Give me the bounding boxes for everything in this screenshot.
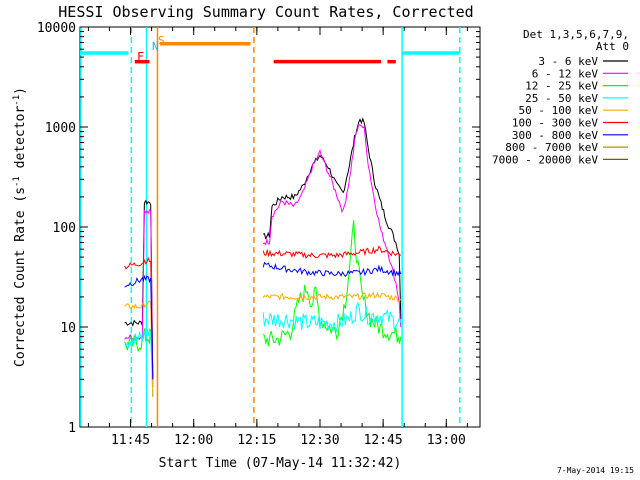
flag-label-s: S bbox=[158, 34, 165, 47]
flag-bars bbox=[80, 41, 459, 64]
y-axis-label: Corrected Count Rate (s-1 detector-1) bbox=[12, 87, 28, 367]
series-line-1 bbox=[124, 208, 154, 388]
legend-label: 100 - 300 keV bbox=[512, 117, 598, 130]
series-line-5 bbox=[262, 245, 402, 260]
flag-label-f: F bbox=[137, 50, 144, 64]
x-axis-label: Start Time (07-May-14 11:32:42) bbox=[159, 456, 402, 471]
y-tick-label: 10 bbox=[60, 321, 76, 336]
series-line-3 bbox=[124, 326, 154, 397]
plot-frame bbox=[79, 26, 481, 428]
series-line-2 bbox=[262, 220, 402, 347]
legend-label: 3 - 6 keV bbox=[538, 55, 598, 68]
legend-header-line1: Det 1,3,5,6,7,9, bbox=[523, 28, 629, 41]
y-tick-label: 1000 bbox=[45, 121, 76, 136]
legend-label: 6 - 12 keV bbox=[532, 67, 599, 80]
y-axis-ticks: 1 10 100 1000 10000 bbox=[37, 21, 480, 436]
y-tick-label: 10000 bbox=[37, 21, 76, 36]
series-line-6 bbox=[262, 261, 402, 278]
series-line-4 bbox=[262, 291, 402, 303]
legend-label: 50 - 100 keV bbox=[519, 104, 599, 117]
x-tick-label: 12:15 bbox=[237, 433, 276, 448]
series-line-0 bbox=[263, 117, 402, 320]
footer-date: 7-May-2014 19:15 bbox=[557, 466, 634, 475]
legend-header-line2: Att 0 bbox=[596, 40, 629, 53]
vertical-markers bbox=[80, 27, 461, 427]
legend-label: 12 - 25 keV bbox=[525, 80, 598, 93]
series-lines bbox=[124, 117, 402, 397]
series-line-4 bbox=[124, 300, 154, 397]
series-line-1 bbox=[262, 124, 402, 328]
legend-label: 7000 - 20000 keV bbox=[492, 153, 598, 166]
x-tick-label: 12:30 bbox=[300, 433, 339, 448]
flag-label-n: N bbox=[152, 40, 159, 53]
x-tick-label: 11:45 bbox=[111, 433, 150, 448]
y-tick-label: 1 bbox=[68, 421, 76, 436]
series-line-2 bbox=[124, 328, 154, 397]
legend-label: 800 - 7000 keV bbox=[505, 141, 598, 154]
x-tick-label: 13:00 bbox=[427, 433, 466, 448]
series-line-5 bbox=[124, 256, 154, 380]
chart-title: HESSI Observing Summary Count Rates, Cor… bbox=[58, 3, 473, 21]
series-line-3 bbox=[262, 301, 402, 332]
x-axis-ticks: 11:45 12:00 12:15 12:30 12:45 13:00 bbox=[87, 27, 468, 448]
plot-area: 11:45 12:00 12:15 12:30 12:45 13:00 1 10 100 100… bbox=[37, 21, 481, 448]
legend-label: 300 - 800 keV bbox=[512, 129, 598, 142]
x-tick-label: 12:00 bbox=[174, 433, 213, 448]
series-line-0 bbox=[124, 199, 154, 380]
legend-label: 25 - 50 keV bbox=[525, 92, 598, 105]
series-line-6 bbox=[124, 274, 154, 380]
y-tick-label: 100 bbox=[53, 221, 76, 236]
x-tick-label: 12:45 bbox=[364, 433, 403, 448]
